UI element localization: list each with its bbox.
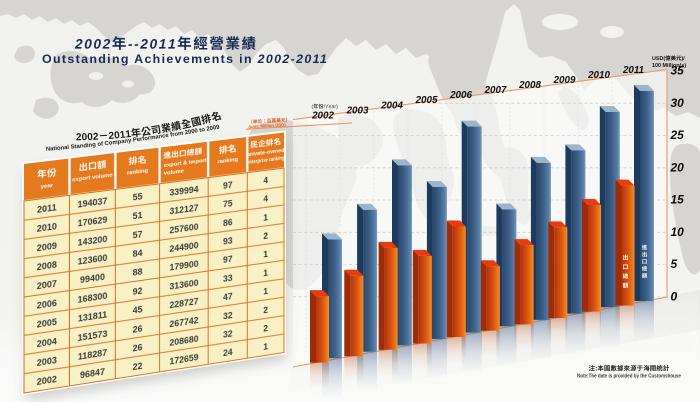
svg-text:2002: 2002 — [311, 110, 334, 121]
svg-text:export & import: export & import — [164, 158, 207, 169]
svg-text:55: 55 — [133, 191, 143, 202]
svg-text:1: 1 — [263, 286, 268, 296]
svg-text:year: year — [41, 182, 54, 189]
svg-text:228727: 228727 — [169, 296, 198, 310]
svg-text:2005: 2005 — [415, 95, 438, 106]
svg-text:2011: 2011 — [37, 202, 57, 214]
svg-text:5: 5 — [671, 257, 678, 271]
svg-text:97: 97 — [223, 179, 233, 190]
svg-text:(unit: Million USD): (unit: Million USD) — [249, 122, 287, 129]
svg-text:75: 75 — [223, 198, 233, 209]
svg-text:Note:The date is provided by t: Note:The date is provided by the Customs… — [577, 373, 681, 379]
svg-text:131811: 131811 — [78, 309, 107, 323]
svg-text:151573: 151573 — [78, 328, 108, 342]
svg-text:1: 1 — [263, 249, 268, 259]
svg-text:33: 33 — [223, 272, 233, 283]
svg-text:22: 22 — [133, 361, 143, 372]
svg-text:100 Million(s): 100 Million(s) — [652, 63, 686, 69]
svg-text:4: 4 — [263, 193, 268, 203]
svg-text:2006: 2006 — [37, 297, 57, 310]
svg-text:2: 2 — [263, 304, 268, 314]
svg-text:ranking: ranking — [127, 168, 148, 176]
svg-text:2005: 2005 — [37, 317, 57, 330]
svg-text:2004: 2004 — [37, 336, 57, 349]
svg-text:257600: 257600 — [169, 221, 198, 234]
svg-text:2010: 2010 — [587, 70, 610, 81]
svg-text:2: 2 — [263, 230, 268, 240]
svg-text:volume: volume — [164, 168, 185, 176]
svg-text:26: 26 — [133, 323, 143, 334]
svg-text:96847: 96847 — [80, 366, 105, 380]
svg-text:88: 88 — [133, 266, 143, 277]
svg-text:2006: 2006 — [449, 90, 472, 101]
svg-text:194037: 194037 — [78, 195, 108, 208]
svg-text:ranking: ranking — [218, 156, 239, 164]
svg-text:92: 92 — [133, 285, 143, 296]
svg-text:1: 1 — [263, 267, 268, 277]
svg-text:99400: 99400 — [80, 272, 105, 285]
svg-text:25: 25 — [670, 128, 685, 142]
svg-text:45: 45 — [133, 304, 143, 315]
svg-text:179900: 179900 — [169, 259, 198, 273]
svg-text:312127: 312127 — [169, 203, 198, 216]
svg-text:123600: 123600 — [78, 252, 108, 266]
svg-text:51: 51 — [133, 210, 143, 221]
svg-text:170629: 170629 — [78, 214, 108, 228]
svg-text:26: 26 — [133, 342, 143, 353]
svg-text:35: 35 — [671, 64, 685, 78]
svg-text:private-owned: private-owned — [247, 147, 285, 157]
svg-text:84: 84 — [133, 248, 143, 259]
svg-text:208680: 208680 — [169, 333, 198, 347]
svg-text:339994: 339994 — [169, 184, 198, 197]
svg-text:4: 4 — [263, 175, 268, 185]
svg-text:86: 86 — [223, 217, 233, 228]
svg-text:2002: 2002 — [37, 374, 57, 387]
svg-text:2003: 2003 — [37, 355, 57, 368]
svg-text:1: 1 — [263, 212, 268, 222]
svg-text:32: 32 — [223, 328, 233, 339]
svg-text:93: 93 — [223, 235, 233, 246]
svg-text:30: 30 — [671, 96, 685, 110]
svg-text:118287: 118287 — [78, 347, 107, 361]
svg-text:172659: 172659 — [169, 352, 198, 366]
svg-text:57: 57 — [133, 229, 143, 240]
svg-text:10: 10 — [671, 225, 685, 239]
svg-text:15: 15 — [671, 193, 685, 207]
svg-text:Outstanding Achievements in 20: Outstanding Achievements in 2002-2011 — [42, 52, 328, 66]
svg-text:2007: 2007 — [37, 278, 57, 291]
svg-text:2008: 2008 — [37, 259, 57, 271]
svg-text:20: 20 — [670, 160, 685, 174]
svg-text:143200: 143200 — [78, 233, 108, 247]
svg-text:1: 1 — [263, 341, 268, 351]
svg-text:2004: 2004 — [380, 100, 403, 111]
svg-text:97: 97 — [223, 254, 233, 265]
svg-text:export volume: export volume — [72, 172, 113, 183]
svg-text:244900: 244900 — [169, 240, 198, 254]
svg-text:2007: 2007 — [484, 85, 507, 96]
svg-text:32: 32 — [223, 310, 233, 321]
svg-text:2009: 2009 — [37, 240, 57, 252]
svg-text:24: 24 — [223, 347, 233, 358]
svg-text:2011: 2011 — [622, 65, 644, 76]
svg-text:2003: 2003 — [346, 105, 369, 116]
svg-text:313600: 313600 — [169, 277, 198, 291]
svg-text:enterprise ranking: enterprise ranking — [247, 155, 285, 166]
svg-text:47: 47 — [223, 291, 233, 302]
svg-text:2010: 2010 — [37, 221, 57, 233]
svg-text:267742: 267742 — [169, 315, 198, 329]
svg-text:2: 2 — [263, 323, 268, 333]
svg-text:0: 0 — [671, 289, 678, 303]
svg-text:2009: 2009 — [553, 75, 576, 86]
svg-text:168300: 168300 — [78, 290, 108, 304]
svg-text:2008: 2008 — [518, 80, 541, 91]
